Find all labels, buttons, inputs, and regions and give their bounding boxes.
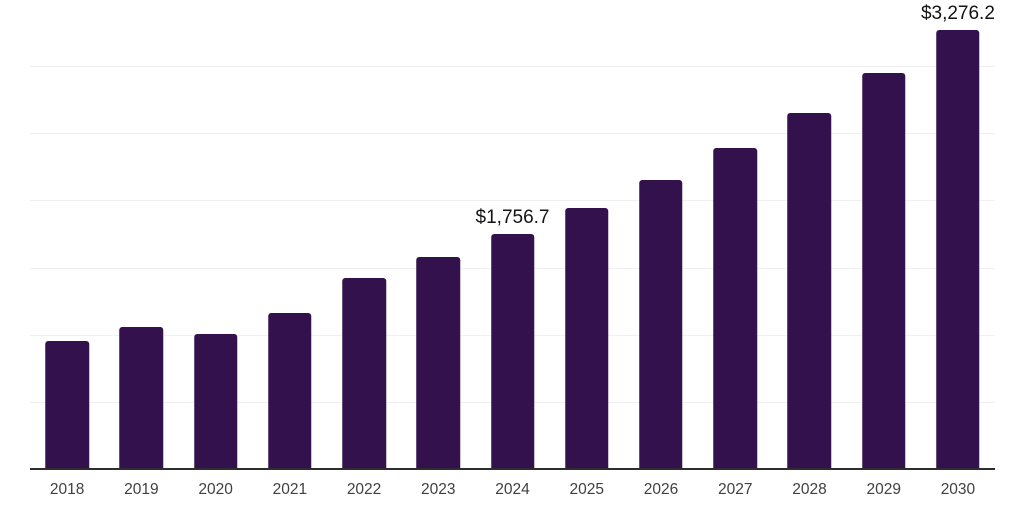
- bar-2020: [193, 333, 238, 470]
- bar-slot-2018: [30, 0, 104, 470]
- bar-slot-2028: [772, 0, 846, 470]
- bar-2021: [268, 312, 312, 470]
- x-tick-label-2025: 2025: [569, 481, 604, 498]
- x-axis-line: [30, 468, 995, 470]
- bars: $1,756.7 $3,276.2: [30, 0, 995, 470]
- bar-2019: [119, 327, 164, 470]
- bar-2029: [861, 73, 906, 470]
- bar-slot-2026: [624, 0, 698, 470]
- x-tick-label-2027: 2027: [717, 481, 753, 498]
- bar-slot-2020: [178, 0, 252, 470]
- bar-2026: [639, 179, 683, 470]
- bar-slot-2022: [327, 0, 401, 470]
- bar-slot-2030: $3,276.2: [921, 0, 995, 470]
- x-tick-label-2030: 2030: [940, 481, 976, 498]
- x-tick-label-2024: 2024: [495, 481, 530, 498]
- bar-slot-2025: [550, 0, 624, 470]
- bar-2018: [45, 341, 89, 470]
- x-tick-label-2023: 2023: [421, 481, 456, 498]
- gridline-2500: [30, 133, 995, 135]
- x-tick-label-2019: 2019: [124, 481, 159, 498]
- bar-2022: [342, 277, 386, 470]
- x-tick-label-2021: 2021: [272, 481, 308, 498]
- bar-2030: [936, 30, 980, 470]
- x-tick-label-2026: 2026: [643, 481, 679, 498]
- data-label-2024: $1,756.7: [475, 207, 550, 229]
- x-tick-label-2028: 2028: [792, 481, 827, 498]
- bar-slot-2024: $1,756.7: [475, 0, 550, 470]
- bar-slot-2023: [401, 0, 475, 470]
- plot-area: $1,756.7 $3,276.2: [30, 0, 995, 470]
- bar-slot-2019: [104, 0, 178, 470]
- bar-slot-2021: [253, 0, 327, 470]
- x-tick-label-2022: 2022: [346, 481, 382, 498]
- x-tick-label-2018: 2018: [49, 481, 85, 498]
- x-axis-labels: 2018 2019 2020 2021 2022 2023 2024 2025 2026 2027…: [30, 481, 995, 500]
- x-tick-label-2020: 2020: [198, 481, 233, 498]
- bar-2023: [416, 257, 461, 470]
- bar-2027: [713, 147, 757, 470]
- gridline-3000: [30, 66, 995, 68]
- gridline-2000: [30, 200, 995, 202]
- bar-2025: [565, 208, 609, 470]
- data-label-2030: $3,276.2: [920, 3, 995, 25]
- bar-2028: [787, 112, 832, 470]
- bar-2024: [490, 234, 535, 470]
- x-tick-label-2029: 2029: [866, 481, 901, 498]
- bar-slot-2029: [847, 0, 921, 470]
- bar-slot-2027: [698, 0, 772, 470]
